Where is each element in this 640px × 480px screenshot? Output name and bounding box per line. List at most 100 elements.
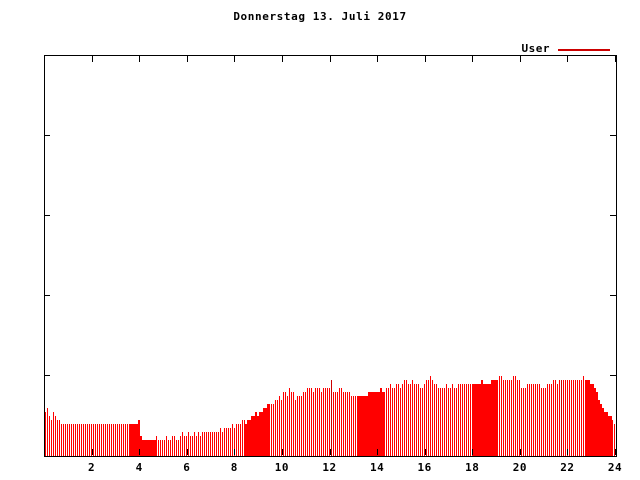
- bar: [485, 384, 487, 456]
- bar: [346, 392, 348, 456]
- x-axis-tick-mark: [615, 449, 616, 455]
- legend-label-user: User: [521, 42, 550, 55]
- bar: [538, 384, 541, 456]
- bar: [554, 380, 556, 456]
- bar: [142, 440, 144, 456]
- bar: [221, 432, 223, 456]
- bar: [414, 384, 416, 456]
- bar: [76, 424, 79, 456]
- bar: [172, 436, 174, 456]
- bar: [457, 384, 459, 456]
- x-axis-tick-mark: [234, 449, 236, 455]
- bar: [182, 432, 184, 456]
- bar: [358, 396, 360, 456]
- x-axis-tick-label: 16: [417, 461, 432, 474]
- bar: [170, 440, 172, 456]
- bar: [184, 436, 186, 456]
- bar: [247, 420, 249, 456]
- bar: [602, 408, 604, 456]
- bar: [233, 428, 235, 456]
- bar: [326, 388, 328, 456]
- bar: [299, 396, 301, 456]
- x-axis-tick-mark-top: [281, 56, 283, 62]
- bar: [211, 432, 213, 456]
- bar: [374, 392, 376, 456]
- bar: [51, 420, 53, 456]
- bar: [461, 384, 463, 456]
- bar: [532, 384, 535, 456]
- bar: [521, 388, 523, 456]
- bar: [114, 424, 116, 456]
- bar: [295, 400, 297, 456]
- x-axis-tick-label: 4: [135, 461, 143, 474]
- bar: [610, 416, 612, 456]
- bar: [287, 396, 289, 456]
- bar: [562, 380, 564, 456]
- bar: [473, 384, 475, 456]
- bar: [55, 416, 57, 456]
- x-axis-tick-mark: [567, 449, 569, 455]
- x-axis-tick-mark-top: [139, 56, 141, 62]
- bar: [479, 384, 481, 456]
- bar: [501, 376, 503, 456]
- bar: [193, 432, 196, 456]
- bar: [124, 424, 126, 456]
- bar: [47, 408, 49, 456]
- bar: [300, 396, 303, 456]
- bar: [213, 432, 215, 456]
- bar: [166, 436, 168, 456]
- bar: [523, 388, 525, 456]
- bar: [560, 380, 562, 456]
- bar: [540, 388, 543, 456]
- bar: [281, 400, 283, 456]
- bar: [390, 384, 392, 456]
- bar: [431, 380, 434, 456]
- x-axis-tick-mark: [472, 449, 474, 455]
- bar: [71, 424, 73, 456]
- bar: [310, 388, 313, 456]
- bar: [598, 400, 600, 456]
- bar: [320, 392, 323, 456]
- bar: [525, 388, 527, 456]
- bar: [338, 388, 340, 456]
- bar: [509, 380, 511, 456]
- bar: [570, 380, 572, 456]
- bar: [118, 424, 120, 456]
- bar: [249, 420, 251, 456]
- bar: [98, 424, 100, 456]
- bar: [209, 432, 212, 456]
- bar: [344, 392, 346, 456]
- x-axis-tick-label: 6: [183, 461, 191, 474]
- bar: [360, 396, 362, 456]
- bar: [604, 412, 606, 456]
- bar: [396, 384, 398, 456]
- bar: [285, 392, 287, 456]
- bar: [302, 392, 305, 456]
- bar: [402, 384, 404, 456]
- bar: [257, 416, 259, 456]
- y-axis-tick-mark: [44, 135, 50, 136]
- bar: [505, 380, 507, 456]
- bar: [235, 424, 237, 456]
- bar: [550, 384, 553, 456]
- bar: [404, 380, 406, 456]
- bar: [435, 384, 438, 456]
- bar: [102, 424, 104, 456]
- bar: [126, 424, 128, 456]
- bar: [259, 412, 261, 456]
- bar: [392, 388, 394, 456]
- chart-title: Donnerstag 13. Juli 2017: [233, 10, 407, 23]
- bar: [370, 392, 372, 456]
- x-axis-tick-mark: [139, 449, 141, 455]
- x-axis-tick-mark-top: [234, 56, 236, 62]
- bar: [445, 384, 447, 456]
- bar: [429, 376, 432, 456]
- y-axis-tick-mark-right: [610, 295, 616, 296]
- x-axis-tick-mark-top: [424, 56, 426, 62]
- bar: [364, 396, 366, 456]
- bar: [130, 424, 132, 456]
- bar: [582, 376, 584, 456]
- bar: [243, 420, 245, 456]
- bar: [576, 380, 578, 456]
- bar: [380, 388, 382, 456]
